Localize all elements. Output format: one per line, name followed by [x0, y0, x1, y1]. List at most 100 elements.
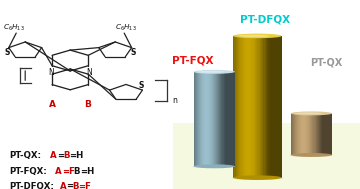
Bar: [200, 72, 201, 166]
Bar: [221, 72, 222, 166]
Bar: [297, 113, 298, 155]
Bar: [328, 113, 329, 155]
Bar: [206, 72, 207, 166]
Ellipse shape: [198, 71, 225, 73]
Bar: [195, 72, 197, 166]
Text: B: B: [73, 167, 80, 176]
Bar: [254, 36, 255, 178]
Bar: [272, 36, 273, 178]
Bar: [314, 113, 315, 155]
Text: $C_6H_{13}$: $C_6H_{13}$: [4, 22, 25, 33]
Bar: [316, 113, 318, 155]
Bar: [245, 36, 247, 178]
Ellipse shape: [289, 154, 334, 157]
Bar: [276, 36, 277, 178]
Text: n: n: [172, 96, 177, 105]
Bar: [222, 72, 224, 166]
Bar: [238, 36, 239, 178]
Text: PT-QX: PT-QX: [310, 57, 342, 67]
Bar: [242, 36, 243, 178]
Bar: [318, 113, 319, 155]
Ellipse shape: [233, 34, 282, 38]
Bar: [233, 36, 234, 178]
Bar: [210, 72, 211, 166]
Bar: [217, 72, 218, 166]
Bar: [235, 36, 237, 178]
Bar: [307, 113, 308, 155]
Bar: [237, 36, 238, 178]
Bar: [319, 113, 320, 155]
Bar: [228, 72, 229, 166]
Ellipse shape: [194, 70, 235, 74]
Bar: [199, 72, 200, 166]
Bar: [279, 36, 280, 178]
Bar: [280, 36, 282, 178]
Bar: [270, 36, 271, 178]
Text: PT-DFQX: PT-DFQX: [239, 15, 290, 25]
Bar: [329, 113, 330, 155]
Bar: [299, 113, 300, 155]
Ellipse shape: [238, 35, 270, 37]
Bar: [326, 113, 327, 155]
Bar: [255, 36, 256, 178]
Text: B: B: [84, 100, 91, 109]
Bar: [209, 72, 210, 166]
Bar: [304, 113, 305, 155]
Bar: [305, 113, 306, 155]
Text: =F: =F: [78, 182, 91, 189]
Bar: [227, 72, 228, 166]
Bar: [233, 72, 234, 166]
Bar: [202, 72, 203, 166]
Bar: [315, 113, 316, 155]
Bar: [239, 36, 240, 178]
Bar: [277, 36, 278, 178]
Bar: [232, 72, 233, 166]
Bar: [207, 72, 208, 166]
Bar: [303, 113, 304, 155]
Bar: [322, 113, 323, 155]
Bar: [219, 72, 220, 166]
Bar: [301, 113, 302, 155]
Bar: [308, 113, 309, 155]
Text: =: =: [58, 151, 65, 160]
Bar: [215, 72, 216, 166]
Bar: [292, 113, 293, 155]
Bar: [194, 72, 195, 166]
Bar: [230, 72, 231, 166]
Bar: [225, 72, 226, 166]
Text: A: A: [55, 167, 62, 176]
Bar: [298, 113, 299, 155]
Text: B: B: [72, 182, 78, 189]
Bar: [264, 36, 265, 178]
Ellipse shape: [231, 177, 284, 180]
Text: S: S: [131, 47, 136, 57]
Bar: [234, 36, 235, 178]
Text: A: A: [50, 151, 57, 160]
Bar: [253, 36, 254, 178]
Bar: [205, 72, 206, 166]
Bar: [211, 72, 212, 166]
Bar: [262, 36, 264, 178]
Bar: [220, 72, 221, 166]
Bar: [243, 36, 244, 178]
Bar: [212, 72, 213, 166]
Bar: [208, 72, 209, 166]
Bar: [265, 36, 266, 178]
Bar: [271, 36, 272, 178]
Text: S: S: [139, 81, 144, 90]
Bar: [300, 113, 301, 155]
Bar: [250, 36, 251, 178]
Ellipse shape: [295, 112, 322, 114]
Ellipse shape: [194, 164, 235, 168]
Bar: [274, 36, 276, 178]
Bar: [330, 113, 331, 155]
Bar: [261, 36, 262, 178]
Bar: [266, 36, 267, 178]
Bar: [240, 36, 242, 178]
Polygon shape: [173, 123, 360, 189]
Bar: [302, 113, 303, 155]
Bar: [268, 36, 270, 178]
Bar: [214, 72, 215, 166]
Bar: [260, 36, 261, 178]
Text: PT-QX:: PT-QX:: [9, 151, 41, 160]
